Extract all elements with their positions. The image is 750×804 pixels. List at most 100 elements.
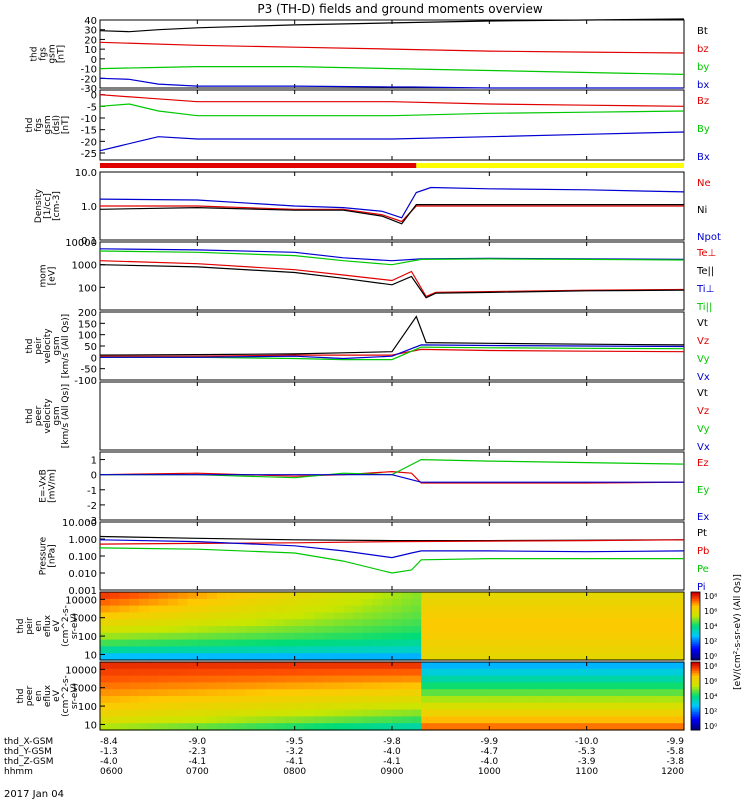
heatmap-cell — [226, 662, 237, 670]
heatmap-cell — [109, 639, 120, 647]
heatmap-cell — [294, 612, 305, 620]
heatmap-cell — [625, 646, 636, 654]
heatmap-cell — [615, 709, 627, 717]
heatmap-cell — [372, 668, 383, 677]
heatmap-cell — [187, 696, 198, 704]
heatmap-cell — [567, 639, 578, 647]
heatmap-cell — [304, 668, 315, 677]
heatmap-cell — [197, 626, 208, 634]
panel-frame — [99, 521, 685, 591]
legend-label: By — [697, 124, 710, 135]
heatmap-cell — [538, 723, 549, 731]
heatmap-cell — [499, 605, 510, 613]
heatmap-cell — [158, 646, 169, 654]
heatmap-cell — [440, 592, 451, 600]
heatmap-cell — [265, 675, 276, 683]
colorbar-cell — [691, 716, 700, 720]
heatmap-cell — [100, 668, 111, 677]
y-tick-label: 0.1 — [81, 236, 97, 247]
heatmap-cell — [674, 598, 685, 607]
heatmap-cell — [100, 716, 111, 724]
heatmap-cell — [207, 639, 218, 647]
y-tick-label: -50 — [81, 365, 97, 376]
heatmap-cell — [362, 605, 374, 613]
heatmap-cell — [158, 709, 169, 717]
series-line-Ni — [99, 204, 684, 225]
heatmap-cell — [100, 626, 111, 634]
heatmap-cell — [168, 619, 179, 627]
heatmap-cell — [138, 605, 150, 613]
heatmap-cell — [654, 709, 666, 717]
heatmap-cell — [635, 632, 646, 641]
heatmap-cell — [499, 675, 510, 683]
legend-label: Ti⊥ — [696, 284, 714, 295]
heatmap-cell — [216, 653, 228, 661]
heatmap-cell — [129, 723, 140, 731]
heatmap-cell — [138, 716, 150, 724]
heatmap-cell — [508, 605, 520, 613]
heatmap-cell — [479, 723, 490, 731]
heatmap-cell — [304, 605, 315, 613]
heatmap-cell — [654, 682, 666, 690]
heatmap-cell — [158, 662, 169, 670]
heatmap-cell — [450, 696, 461, 704]
heatmap-cell — [460, 716, 471, 724]
heatmap-cell — [615, 598, 627, 607]
y-tick-label: 0 — [91, 91, 97, 102]
heatmap-cell — [333, 646, 344, 654]
heatmap-cell — [596, 632, 607, 641]
y-tick-label: 1000 — [72, 261, 97, 272]
colorbar-cell — [691, 725, 700, 729]
heatmap-cell — [314, 626, 325, 634]
heatmap-cell — [207, 612, 218, 620]
heatmap-cell — [207, 709, 218, 717]
heatmap-cell — [109, 702, 120, 711]
y-axis-label-line: sr-eV) — [70, 683, 80, 709]
y-axis-label-line: [km/s (All Qs)] — [61, 384, 71, 448]
heatmap-cell — [499, 716, 510, 724]
heatmap-cell — [168, 716, 179, 724]
heatmap-cell — [207, 662, 218, 670]
heatmap-cell — [362, 598, 374, 607]
y-axis-label: thdfgsgsm(dsl)[nT] — [25, 115, 71, 135]
heatmap-cell — [421, 682, 432, 690]
heatmap-cell — [109, 689, 120, 697]
heatmap-cell — [430, 702, 442, 711]
heatmap-cell — [576, 632, 588, 641]
heatmap-cell — [148, 723, 159, 731]
y-axis-label-line: velocity — [43, 328, 53, 364]
heatmap-cell — [664, 709, 675, 717]
colorbar-tick-label: 10⁸ — [704, 662, 717, 671]
heatmap-cell — [119, 723, 130, 731]
heatmap-cell — [236, 646, 247, 654]
heatmap-cell — [460, 653, 471, 661]
heatmap-cell — [586, 646, 597, 654]
heatmap-cell — [255, 702, 266, 711]
heatmap-cell — [499, 723, 510, 731]
heatmap-cell — [246, 605, 257, 613]
heatmap-cell — [168, 639, 179, 647]
heatmap-cell — [372, 626, 383, 634]
colorbar-cell — [691, 637, 700, 641]
heatmap-cell — [353, 639, 364, 647]
heatmap-cell — [606, 612, 617, 620]
heatmap-cell — [518, 702, 529, 711]
heatmap-cell — [411, 626, 422, 634]
date-label: 2017 Jan 04 — [4, 789, 64, 800]
heatmap-cell — [323, 646, 335, 654]
heatmap-cell — [119, 696, 130, 704]
y-axis-label-line: thd — [25, 118, 35, 133]
heatmap-cell — [275, 668, 286, 677]
heatmap-cell — [518, 675, 529, 683]
heatmap-cell — [538, 598, 549, 607]
heatmap-cell — [168, 682, 179, 690]
heatmap-cell — [119, 632, 130, 641]
heatmap-cell — [674, 653, 685, 661]
heatmap-cell — [265, 639, 276, 647]
heatmap-cell — [489, 646, 500, 654]
heatmap-cell — [323, 716, 335, 724]
colorbar-cell — [691, 680, 700, 683]
heatmap-cell — [372, 709, 383, 717]
heatmap-cell — [333, 696, 344, 704]
